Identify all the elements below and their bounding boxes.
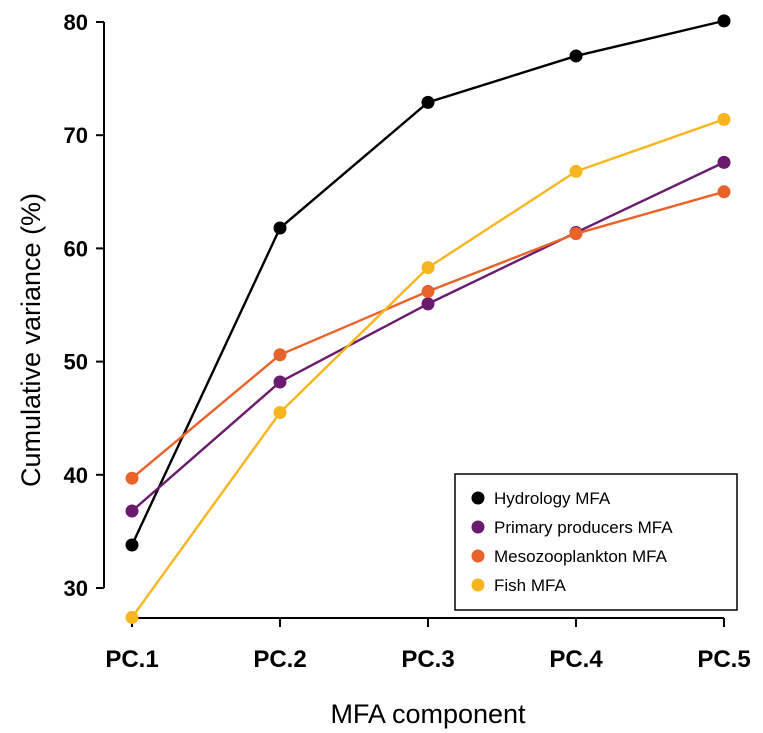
data-point [273, 221, 287, 235]
data-point [717, 185, 731, 199]
legend-label: Primary producers MFA [494, 518, 673, 537]
x-axis-title: MFA component [330, 699, 526, 729]
series-primary-producers-mfa [125, 155, 731, 518]
data-point [569, 227, 583, 241]
data-point [569, 164, 583, 178]
series-mesozooplankton-mfa [125, 185, 731, 485]
legend-label: Fish MFA [494, 576, 566, 595]
series-line [131, 190, 725, 480]
data-point [125, 610, 139, 624]
data-point [273, 406, 287, 420]
y-tick-label: 80 [64, 10, 88, 35]
y-ticks: 30 40 50 60 70 80 [64, 10, 104, 601]
data-point [273, 348, 287, 362]
legend-label: Hydrology MFA [494, 489, 611, 508]
data-point [717, 14, 731, 28]
legend: Hydrology MFA Primary producers MFA Mesozo… [454, 473, 738, 611]
data-point [421, 95, 435, 109]
y-tick-label: 50 [64, 350, 88, 375]
data-point [569, 49, 583, 63]
x-tick-label: PC.3 [401, 646, 454, 673]
legend-box [454, 473, 738, 611]
series-line [131, 161, 725, 512]
y-tick-label: 30 [64, 576, 88, 601]
data-point [273, 375, 287, 389]
series-layer [125, 14, 731, 624]
data-point [421, 297, 435, 311]
series-hydrology-mfa [125, 14, 731, 552]
data-point [125, 538, 139, 552]
series-fish-mfa [125, 112, 731, 624]
y-tick-label: 60 [64, 236, 88, 261]
x-ticks: PC.1 PC.2 PC.3 PC.4 PC.5 [105, 618, 751, 673]
data-point [717, 112, 731, 126]
data-point [421, 284, 435, 298]
legend-marker [471, 491, 485, 505]
y-tick-label: 40 [64, 463, 88, 488]
y-tick-label: 70 [64, 123, 88, 148]
legend-label: Mesozooplankton MFA [494, 547, 668, 566]
legend-marker [471, 578, 485, 592]
data-point [421, 261, 435, 275]
y-axis-title: Cumulative variance (%) [16, 193, 46, 487]
legend-marker [471, 549, 485, 563]
data-point [125, 504, 139, 518]
x-tick-label: PC.4 [549, 646, 603, 673]
data-point [125, 471, 139, 485]
x-tick-label: PC.5 [697, 646, 750, 673]
data-point [717, 155, 731, 169]
x-tick-label: PC.1 [105, 646, 158, 673]
x-tick-label: PC.2 [253, 646, 306, 673]
legend-marker [471, 520, 485, 534]
